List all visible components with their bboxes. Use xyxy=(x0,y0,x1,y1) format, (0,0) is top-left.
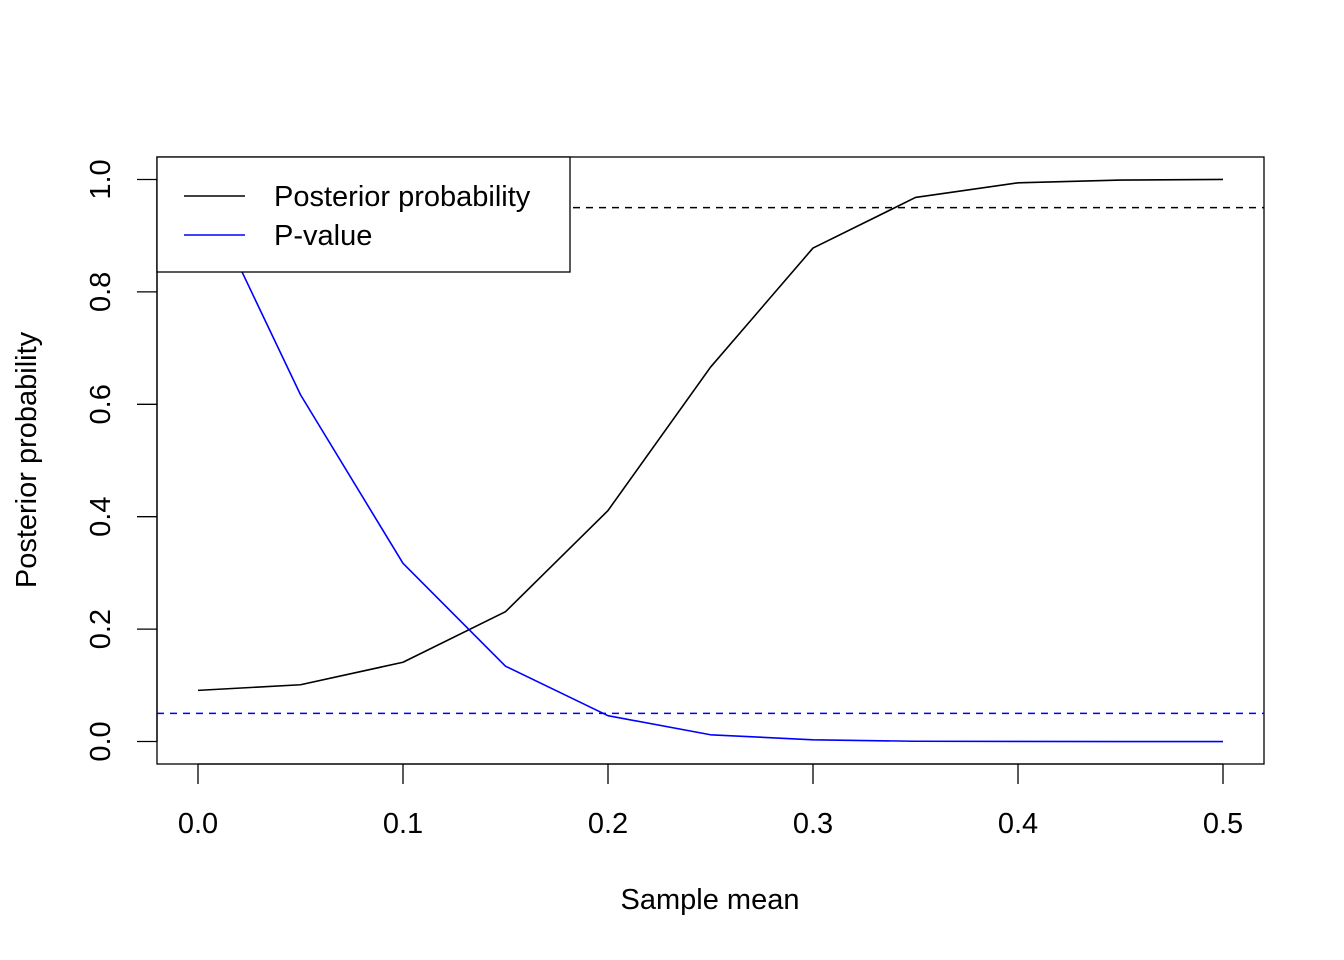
y-tick-label: 0.2 xyxy=(85,609,117,649)
x-axis-label: Sample mean xyxy=(621,884,800,916)
y-tick-label: 0.4 xyxy=(85,497,117,537)
series-line-p-value xyxy=(197,179,1223,743)
legend: Posterior probability P-value xyxy=(156,156,571,273)
x-tick-label: 0.2 xyxy=(588,808,628,840)
x-tick-label: 0.0 xyxy=(178,808,218,840)
series-line-posterior-probability xyxy=(197,178,1224,692)
y-axis-label: Posterior probability xyxy=(11,331,43,588)
y-tick-label: 1.0 xyxy=(85,159,117,199)
legend-label-p-value: P-value xyxy=(274,220,372,252)
legend-box xyxy=(156,156,571,273)
y-tick-label: 0.8 xyxy=(85,272,117,312)
x-tick-label: 0.5 xyxy=(1203,808,1243,840)
x-tick-label: 0.3 xyxy=(793,808,833,840)
y-tick-label: 0.6 xyxy=(85,384,117,424)
x-tick-label: 0.4 xyxy=(998,808,1038,840)
x-tick-label: 0.1 xyxy=(383,808,423,840)
legend-label-posterior: Posterior probability xyxy=(274,181,531,213)
y-tick-label: 0.0 xyxy=(85,721,117,761)
